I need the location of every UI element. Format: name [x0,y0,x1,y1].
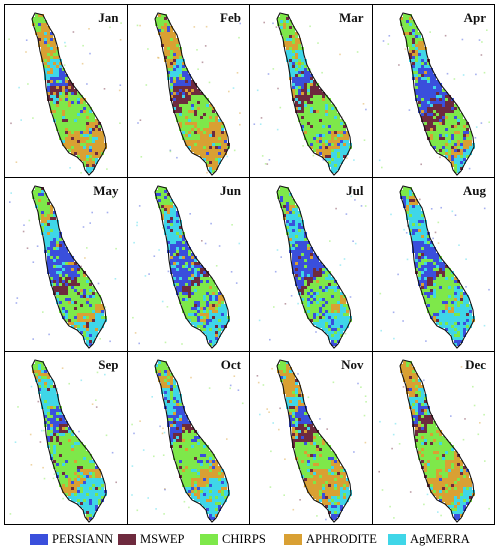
basin-pixels [154,360,230,520]
basin-map [378,12,490,176]
outside-speckle [136,22,241,174]
month-label: Dec [465,356,486,372]
outside-speckle [8,22,122,174]
legend-label: APHRODITE [306,531,377,546]
outside-speckle [9,366,117,515]
basin-outline [31,12,107,176]
legend-label: PERSIANN [52,531,114,546]
basin-pixels [32,360,107,520]
legend-swatch [118,533,136,545]
map-panel-feb: Feb [126,4,250,179]
month-label: Jan [98,10,119,25]
month-label: Apr [463,10,486,25]
outside-speckle [9,192,117,343]
legend-label: CHIRPS [222,531,266,546]
basin-map [253,12,367,176]
basin-map [258,185,367,350]
basin-pixels [154,187,230,347]
legend-item-chirps: CHIRPS [200,531,266,547]
basin-pixels [32,14,107,173]
basin-pixels [277,187,352,347]
basin-pixels [277,14,352,173]
legend-swatch [284,533,302,545]
basin-map [9,185,117,350]
basin-outline [31,185,107,350]
basin-outline [398,12,475,176]
basin-outline [276,358,352,523]
month-label: Feb [220,10,241,25]
month-label: Mar [338,10,364,25]
basin-map [9,358,117,523]
basin-pixels [154,14,230,173]
legend-item-aphrodite: APHRODITE [284,531,377,547]
month-label: Oct [220,356,241,372]
legend-label: AgMERRA [410,531,470,546]
map-panel-dec: Dec [371,350,495,525]
outside-speckle [131,205,240,346]
basin-map [131,185,240,350]
map-panel-may: May [4,177,128,352]
basin-map [379,185,490,350]
monthly-map-grid: Jan Feb Mar Apr May Jun Jul Aug Sep Oct Nov Dec [4,4,495,525]
basin-pixels [32,187,107,347]
month-label: Jun [220,183,241,199]
map-panel-apr: Apr [371,4,495,179]
basin-map [8,12,122,176]
outside-speckle [379,198,490,343]
outside-speckle [258,195,367,341]
map-panel-nov: Nov [249,350,373,525]
basin-outline [398,358,475,523]
basin-outline [276,12,352,176]
month-label: Aug [462,183,486,199]
basin-map [377,358,490,523]
map-panel-aug: Aug [371,177,495,352]
legend-swatch [200,533,218,545]
map-panel-jan: Jan [4,4,128,179]
legend-label: MSWEP [140,531,185,546]
map-panel-mar: Mar [249,4,373,179]
basin-pixels [399,14,475,173]
basin-pixels [399,187,475,347]
outside-speckle [253,21,367,165]
month-label: Sep [98,356,119,372]
basin-map [130,358,243,523]
map-panel-sep: Sep [4,350,128,525]
legend-item-persiann: PERSIANN [30,531,113,547]
outside-speckle [130,374,243,515]
map-panel-jun: Jun [126,177,250,352]
month-label: Jul [346,183,364,199]
outside-speckle [378,29,490,170]
map-panel-jul: Jul [249,177,373,352]
basin-outline [153,185,230,350]
legend-item-agmerra: AgMERRA [388,531,470,547]
basin-outline [276,185,352,350]
month-label: Nov [341,356,364,372]
basin-outline [153,358,230,523]
month-label: May [93,183,119,199]
legend-item-mswep: MSWEP [118,531,184,547]
basin-map [136,12,241,176]
basin-outline [31,358,107,523]
outside-speckle [256,367,367,520]
basin-pixels [399,360,475,520]
legend-swatch [388,533,406,545]
legend-swatch [30,533,48,545]
legend: PERSIANN MSWEP CHIRPS APHRODITE AgMERRA [30,531,490,547]
basin-pixels [277,360,352,520]
basin-outline [153,12,230,176]
basin-outline [398,185,475,350]
basin-map [256,358,367,523]
map-panel-oct: Oct [126,350,250,525]
